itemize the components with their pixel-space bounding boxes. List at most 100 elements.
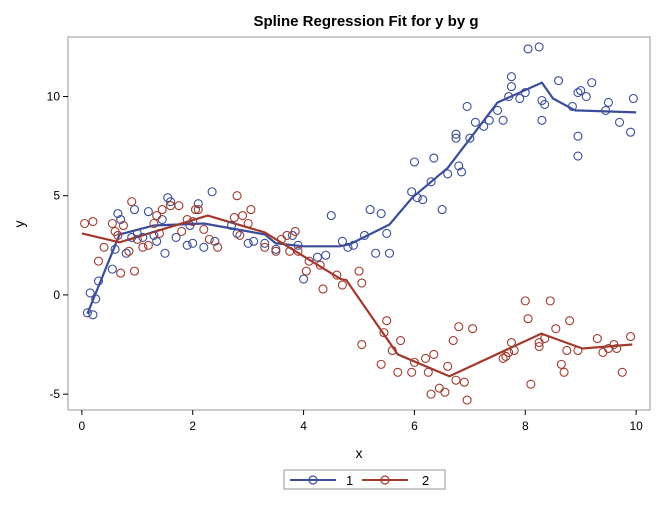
point-group-2 — [426, 389, 436, 399]
point-group-1 — [371, 248, 381, 258]
point-group-1 — [573, 88, 583, 98]
point-group-1 — [567, 101, 577, 111]
point-group-1 — [426, 177, 436, 187]
point-group-2 — [354, 266, 364, 276]
point-group-2 — [382, 316, 392, 326]
point-group-2 — [318, 284, 328, 294]
point-group-2 — [506, 337, 516, 348]
legend-label-1: 1 — [346, 473, 353, 488]
legend: 1 2 — [283, 469, 446, 490]
plot-frame — [67, 36, 651, 411]
point-group-1 — [171, 232, 181, 242]
point-group-1 — [188, 238, 198, 248]
point-group-2 — [152, 211, 162, 221]
point-group-1 — [271, 244, 281, 254]
point-group-1 — [506, 82, 516, 92]
point-group-2 — [337, 280, 347, 290]
y-axis-label: y — [11, 221, 27, 228]
y-tick-label: 5 — [53, 189, 60, 203]
point-group-2 — [213, 242, 223, 252]
point-group-1 — [470, 117, 480, 127]
point-group-1 — [540, 99, 550, 110]
point-group-1 — [553, 76, 564, 86]
point-group-2 — [612, 343, 622, 354]
point-group-1 — [365, 205, 375, 215]
x-tick-label: 2 — [189, 419, 196, 433]
point-group-2 — [199, 224, 209, 235]
point-group-1 — [429, 153, 439, 163]
point-group-2 — [154, 228, 165, 238]
y-tick-label: 10 — [47, 90, 61, 104]
point-group-2 — [129, 266, 140, 276]
point-group-1 — [321, 250, 331, 260]
point-group-1 — [326, 211, 336, 221]
point-group-2 — [454, 322, 464, 332]
point-group-2 — [238, 211, 248, 221]
point-group-1 — [418, 195, 428, 205]
point-group-2 — [124, 246, 134, 256]
point-group-1 — [409, 157, 419, 167]
point-group-2 — [246, 205, 256, 215]
point-group-1 — [149, 230, 159, 240]
point-group-1 — [91, 294, 101, 304]
point-group-1 — [129, 205, 140, 215]
point-group-2 — [229, 212, 239, 223]
point-group-1 — [138, 232, 148, 242]
x-tick-label: 6 — [411, 419, 418, 433]
point-group-2 — [626, 332, 636, 342]
point-group-2 — [451, 375, 461, 385]
point-group-2 — [448, 336, 458, 346]
point-group-1 — [243, 238, 253, 248]
point-group-2 — [409, 357, 419, 367]
point-group-1 — [337, 236, 347, 246]
legend-marker-2 — [380, 475, 390, 485]
point-group-2 — [376, 359, 386, 369]
point-group-2 — [420, 353, 431, 363]
x-axis-label: x — [356, 445, 363, 461]
point-group-2 — [80, 218, 90, 229]
point-group-2 — [107, 218, 117, 229]
fit-line-2 — [81, 214, 633, 378]
point-group-1 — [537, 115, 547, 125]
point-group-2 — [551, 324, 561, 334]
point-group-2 — [556, 359, 566, 369]
point-group-2 — [232, 191, 242, 201]
point-group-1 — [207, 187, 217, 197]
y-tick-label: 0 — [53, 288, 60, 302]
point-group-2 — [282, 230, 292, 240]
point-group-1 — [523, 44, 533, 54]
point-group-1 — [199, 242, 209, 252]
point-group-2 — [592, 334, 602, 344]
point-group-2 — [559, 367, 569, 377]
point-group-1 — [384, 248, 395, 258]
point-group-2 — [127, 197, 137, 207]
point-group-1 — [462, 101, 472, 111]
point-group-1 — [160, 248, 170, 258]
point-group-2 — [88, 216, 98, 227]
point-group-1 — [573, 131, 583, 141]
point-group-2 — [118, 220, 128, 231]
point-group-2 — [523, 314, 533, 324]
point-group-2 — [468, 324, 478, 334]
point-group-2 — [182, 214, 192, 225]
point-group-1 — [479, 121, 489, 131]
point-group-1 — [157, 214, 167, 225]
point-group-2 — [429, 349, 439, 359]
point-group-2 — [301, 266, 311, 276]
point-group-1 — [493, 105, 503, 115]
point-group-1 — [152, 236, 162, 246]
chart-title: Spline Regression Fit for y by g — [253, 13, 478, 30]
point-group-2 — [271, 246, 281, 256]
point-group-2 — [138, 242, 148, 252]
point-group-2 — [357, 278, 367, 288]
point-group-1 — [93, 276, 104, 286]
point-group-2 — [509, 345, 519, 356]
point-group-2 — [304, 256, 314, 266]
point-group-1 — [382, 228, 392, 238]
point-group-2 — [132, 234, 142, 244]
point-group-1 — [312, 252, 322, 262]
point-group-1 — [82, 308, 92, 318]
point-group-2 — [443, 361, 453, 371]
x-tick-label: 0 — [79, 419, 86, 433]
